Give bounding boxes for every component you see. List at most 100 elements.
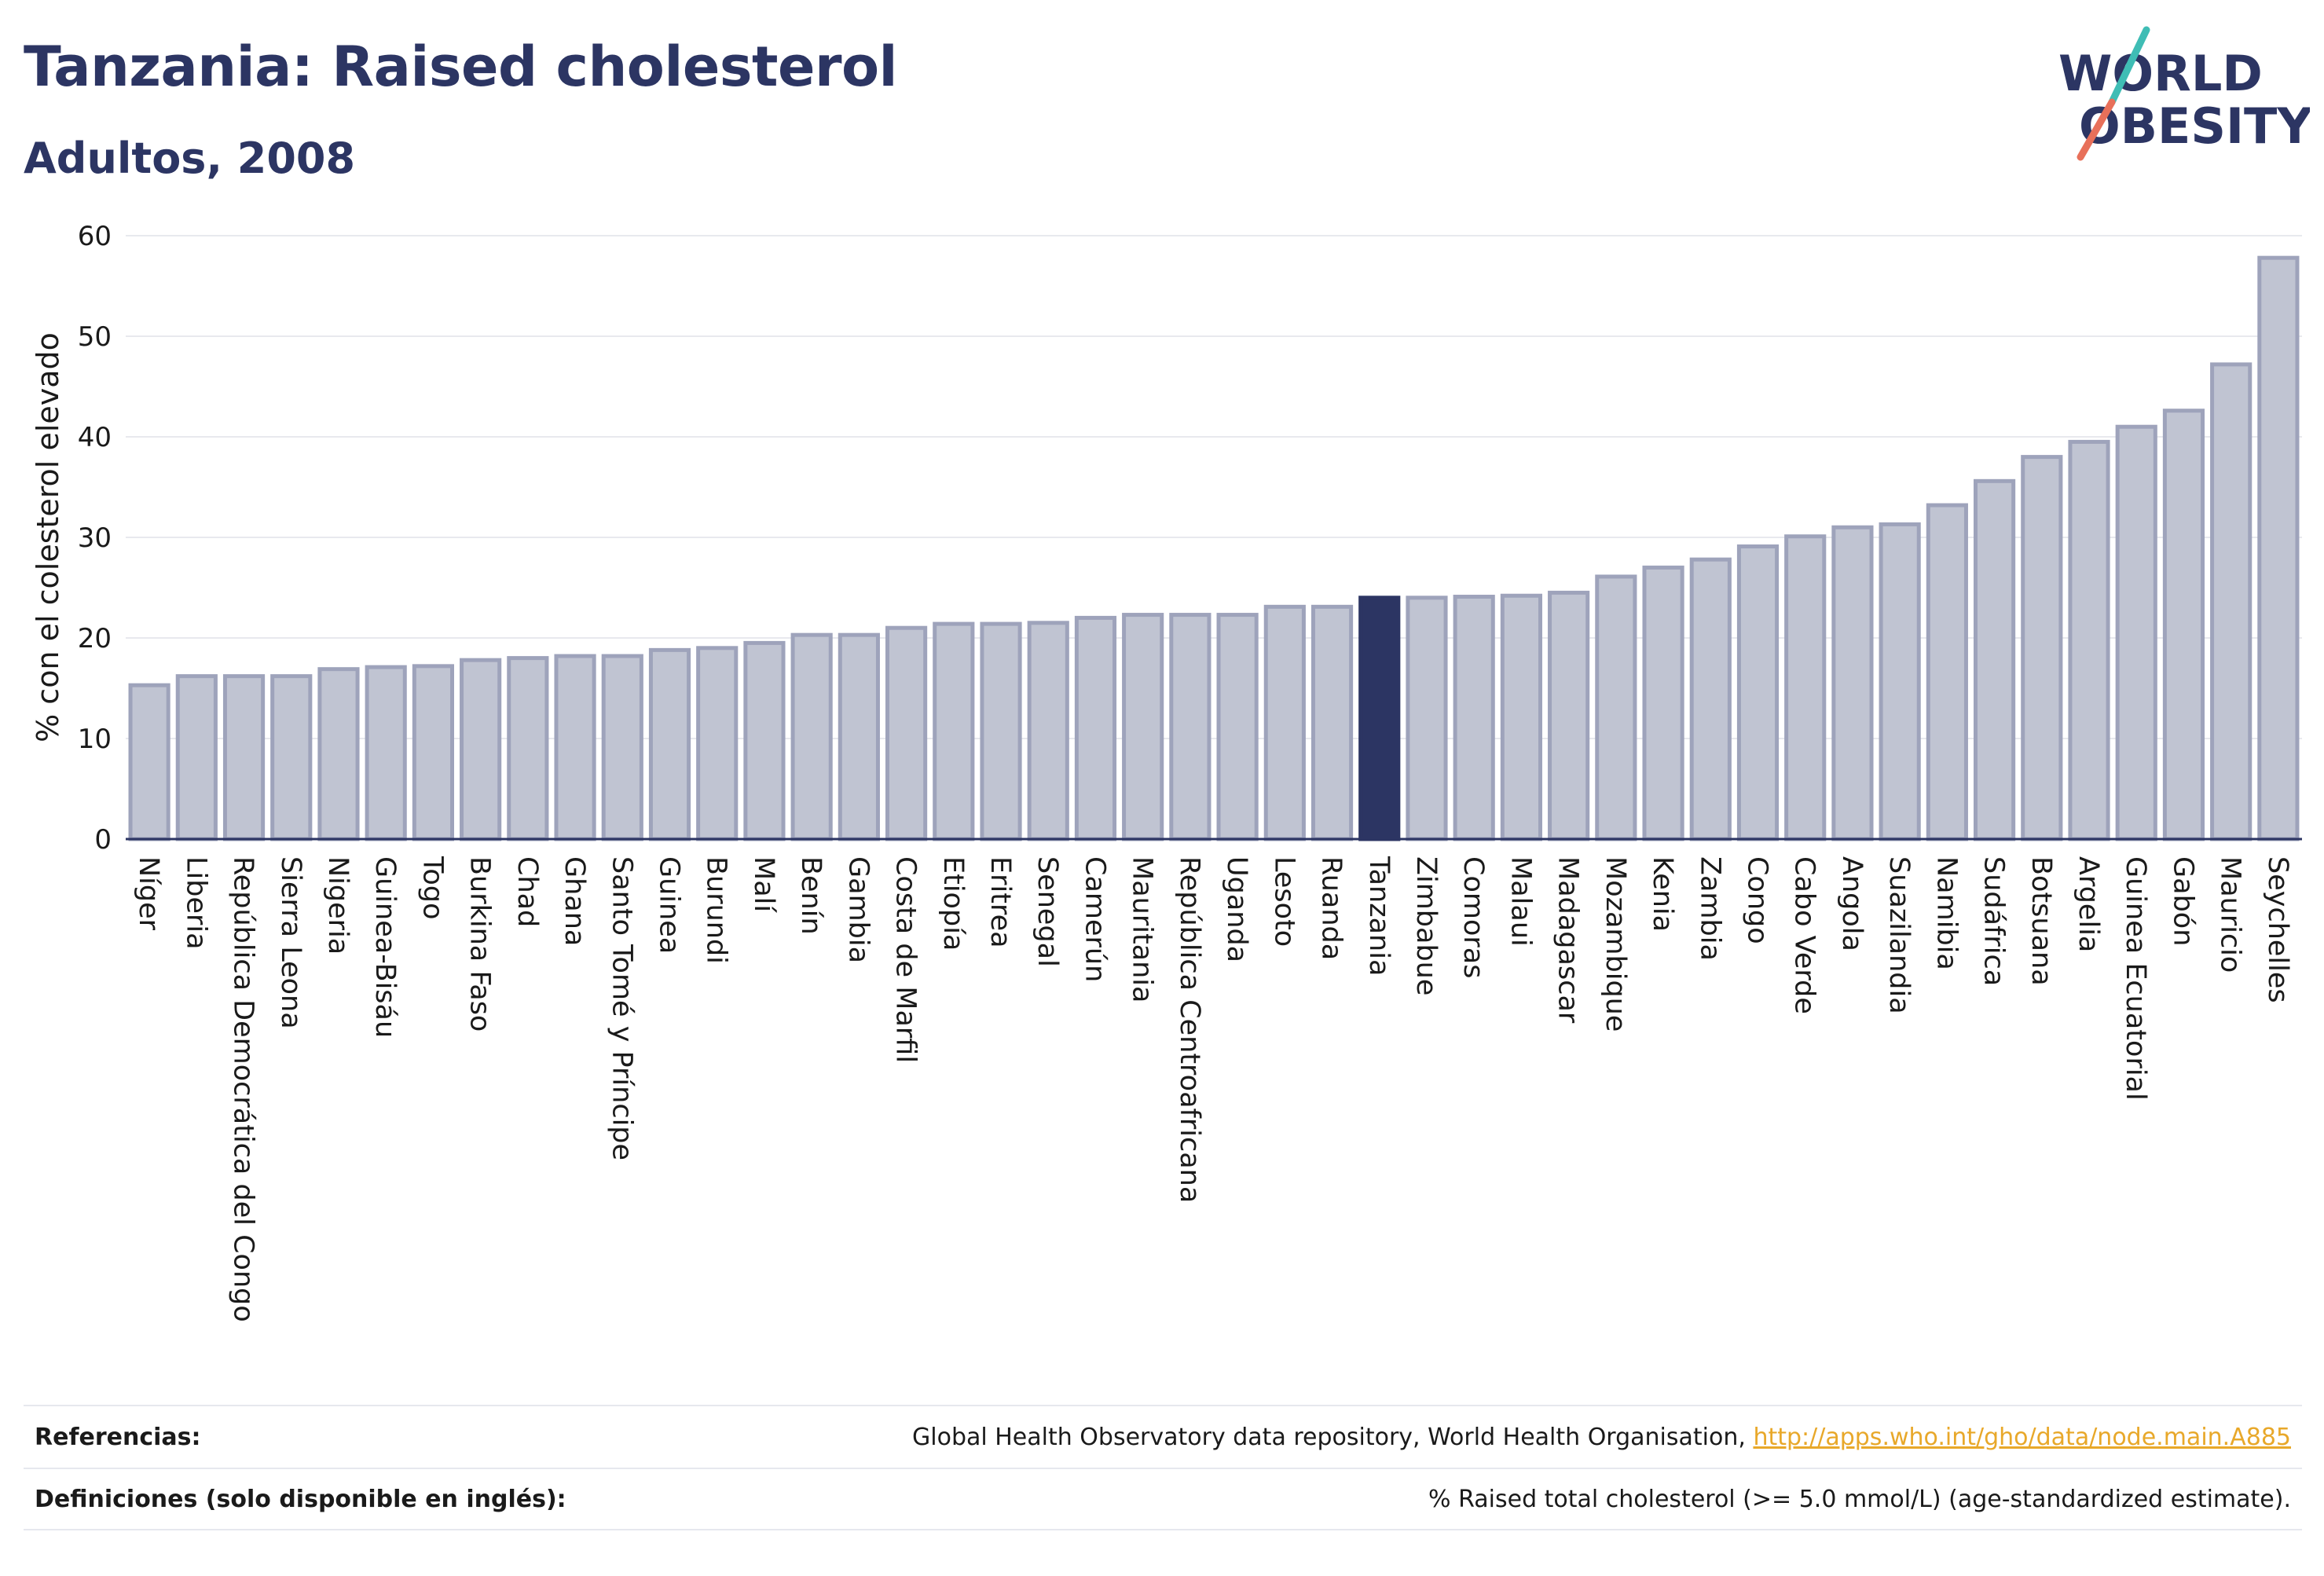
bar-costa-de-marfil[interactable] bbox=[885, 625, 928, 841]
references-link[interactable]: http://apps.who.int/gho/data/node.main.A… bbox=[1753, 1423, 2291, 1451]
x-tick-label: Sierra Leona bbox=[275, 856, 306, 1029]
x-tick-label: Guinea-Bisáu bbox=[369, 856, 401, 1038]
y-tick-label: 10 bbox=[78, 724, 112, 755]
x-tick-label: Mauritania bbox=[1127, 856, 1158, 1002]
x-tick-label: Uganda bbox=[1221, 856, 1252, 962]
bar-sierra-leona[interactable] bbox=[270, 674, 313, 841]
definitions-text: % Raised total cholesterol (>= 5.0 mmol/… bbox=[1428, 1485, 2291, 1513]
bar-ben-n[interactable] bbox=[790, 632, 833, 841]
x-tick-label: Cabo Verde bbox=[1789, 856, 1820, 1014]
x-tick-label: Gabón bbox=[2167, 856, 2198, 946]
bar-congo[interactable] bbox=[1736, 544, 1780, 841]
page-title: Tanzania: Raised cholesterol bbox=[24, 35, 898, 99]
x-tick-label: Namibia bbox=[1930, 856, 1962, 970]
logo-line1: WORLD bbox=[2058, 45, 2263, 102]
x-tick-label: República Democrática del Congo bbox=[228, 856, 259, 1322]
bar-tanzania[interactable] bbox=[1358, 596, 1401, 841]
x-tick-label: Zimbabue bbox=[1410, 856, 1442, 995]
bar-comoras[interactable] bbox=[1453, 595, 1495, 841]
bar-suazilandia[interactable] bbox=[1879, 522, 1921, 841]
x-tick-label: Nigeria bbox=[322, 856, 354, 955]
x-tick-label: Senegal bbox=[1032, 856, 1063, 967]
bar-argelia[interactable] bbox=[2068, 439, 2110, 841]
x-tick-label: Costa de Marfil bbox=[890, 856, 922, 1063]
bar-cabo-verde[interactable] bbox=[1784, 534, 1827, 841]
y-tick-label: 20 bbox=[78, 623, 112, 654]
x-tick-label: República Centroafricana bbox=[1174, 856, 1205, 1203]
references-text: Global Health Observatory data repositor… bbox=[912, 1423, 1754, 1451]
x-tick-label: Níger bbox=[133, 856, 164, 931]
bar-burkina-faso[interactable] bbox=[460, 658, 502, 841]
bar-gab-n[interactable] bbox=[2162, 409, 2205, 841]
logo-slash-bottom bbox=[2077, 98, 2116, 161]
bar-mauritania[interactable] bbox=[1122, 613, 1164, 841]
bar-lesoto[interactable] bbox=[1263, 604, 1306, 841]
x-tick-label: Madagascar bbox=[1552, 856, 1584, 1024]
bar-seychelles[interactable] bbox=[2257, 255, 2300, 841]
x-tick-label: Mauricio bbox=[2215, 856, 2246, 973]
bar-guinea[interactable] bbox=[648, 647, 691, 841]
references-row: Referencias: Global Health Observatory d… bbox=[24, 1405, 2302, 1468]
bar-zambia[interactable] bbox=[1689, 557, 1732, 841]
x-tick-label: Angola bbox=[1836, 856, 1868, 951]
bar-n-ger[interactable] bbox=[128, 683, 170, 841]
y-tick-label: 30 bbox=[78, 522, 112, 554]
bar-camer-n[interactable] bbox=[1074, 615, 1117, 841]
bar-sud-frica[interactable] bbox=[1974, 478, 2016, 841]
bar-burundi[interactable] bbox=[696, 646, 739, 841]
page-subtitle: Adultos, 2008 bbox=[24, 134, 356, 183]
x-tick-label: Sudáfrica bbox=[1978, 856, 2010, 986]
bar-ghana[interactable] bbox=[554, 654, 596, 841]
bar-uganda[interactable] bbox=[1216, 613, 1259, 841]
bar-guinea-bis-u[interactable] bbox=[365, 665, 407, 841]
x-tick-label: Seychelles bbox=[2262, 856, 2293, 1003]
logo-line2: OBESITY bbox=[2079, 97, 2310, 155]
x-tick-label: Guinea bbox=[654, 856, 685, 954]
x-tick-label: Liberia bbox=[180, 856, 211, 950]
x-tick-label: Argelia bbox=[2073, 856, 2104, 952]
y-tick-label: 60 bbox=[78, 221, 112, 252]
x-tick-label: Ghana bbox=[559, 856, 590, 946]
x-tick-label: Kenia bbox=[1647, 856, 1678, 932]
y-tick-label: 50 bbox=[78, 321, 112, 353]
bar-mauricio[interactable] bbox=[2210, 362, 2253, 841]
references-label: Referencias: bbox=[35, 1423, 201, 1451]
x-tick-label: Congo bbox=[1742, 856, 1773, 944]
x-tick-label: Camerún bbox=[1079, 856, 1110, 982]
bar-liberia[interactable] bbox=[175, 674, 218, 841]
bar-mozambique[interactable] bbox=[1595, 574, 1637, 841]
x-tick-label: Mozambique bbox=[1600, 856, 1631, 1032]
x-tick-label: Burundi bbox=[701, 856, 732, 964]
bar-eritrea[interactable] bbox=[980, 621, 1022, 841]
x-tick-label: Suazilandia bbox=[1883, 856, 1915, 1014]
y-tick-label: 0 bbox=[94, 824, 112, 856]
bar-ruanda[interactable] bbox=[1310, 604, 1354, 841]
bar-chad[interactable] bbox=[507, 656, 549, 841]
bar-rep-blica-centroafricana[interactable] bbox=[1169, 613, 1211, 841]
x-tick-label: Gambia bbox=[842, 856, 874, 963]
bar-malaui[interactable] bbox=[1500, 593, 1542, 841]
bar-guinea-ecuatorial[interactable] bbox=[2115, 424, 2157, 841]
bar-angola[interactable] bbox=[1831, 525, 1874, 841]
bar-madagascar[interactable] bbox=[1548, 590, 1590, 841]
bar-santo-tom-y-pr-ncipe[interactable] bbox=[601, 654, 643, 841]
bar-togo[interactable] bbox=[412, 664, 455, 841]
bar-zimbabue[interactable] bbox=[1406, 596, 1448, 841]
bar-etiop-a[interactable] bbox=[933, 621, 975, 841]
bar-mal-[interactable] bbox=[743, 640, 786, 841]
references-value: Global Health Observatory data repositor… bbox=[912, 1424, 2291, 1451]
x-tick-label: Comoras bbox=[1457, 856, 1489, 978]
bar-nigeria[interactable] bbox=[317, 667, 360, 841]
bar-gambia[interactable] bbox=[838, 632, 880, 841]
bar-rep-blica-democr-tica-del-congo[interactable] bbox=[222, 674, 266, 841]
x-tick-label: Eritrea bbox=[984, 856, 1016, 948]
x-tick-label: Malí bbox=[748, 856, 779, 913]
bar-namibia[interactable] bbox=[1926, 503, 1968, 841]
world-obesity-logo: WORLD OBESITY bbox=[2043, 24, 2313, 165]
x-tick-label: Chad bbox=[511, 856, 543, 927]
bar-kenia[interactable] bbox=[1642, 565, 1684, 841]
x-tick-label: Benín bbox=[795, 856, 827, 935]
bar-senegal[interactable] bbox=[1027, 621, 1069, 841]
x-tick-label: Botsuana bbox=[2025, 856, 2057, 986]
bar-botsuana[interactable] bbox=[2021, 455, 2063, 841]
